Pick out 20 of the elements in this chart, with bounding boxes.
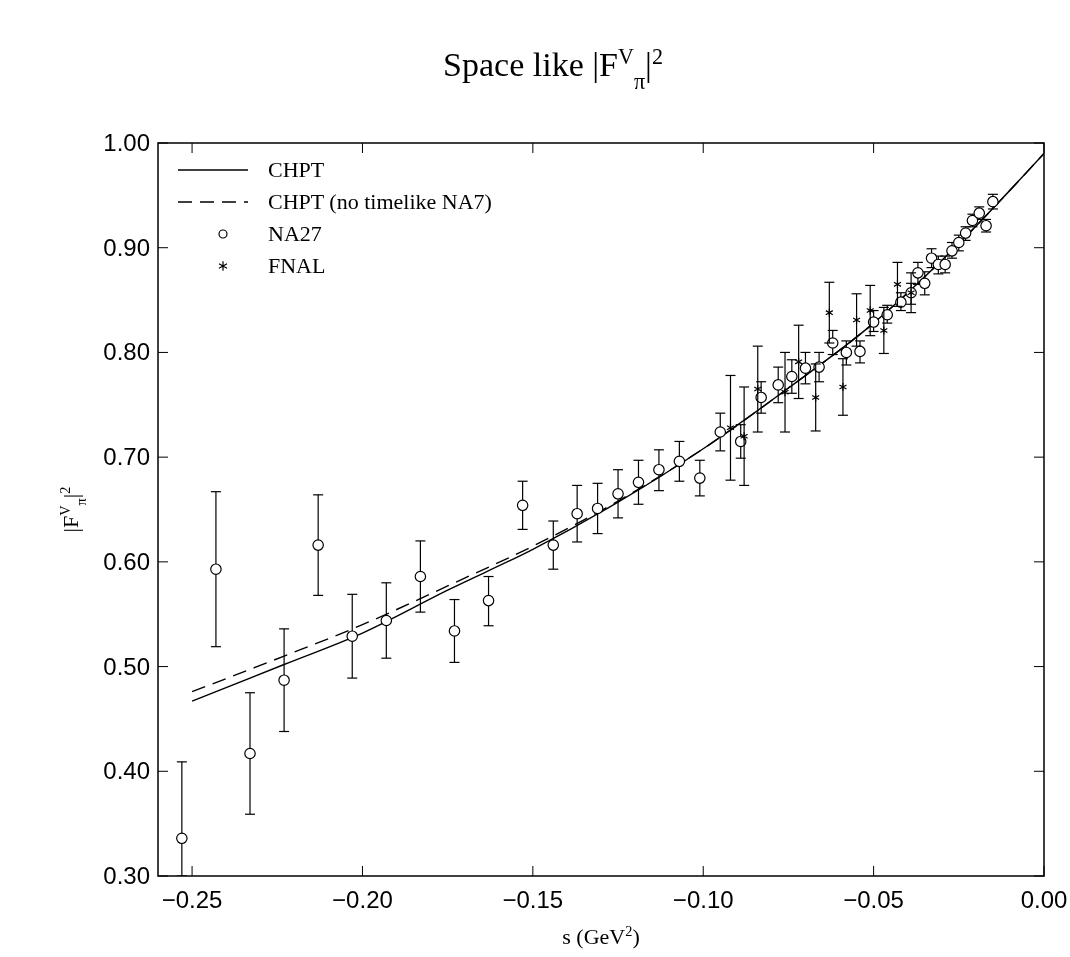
y-tick-label: 0.60 (103, 547, 150, 575)
legend-label: NA27 (268, 221, 322, 246)
y-tick-label: 0.70 (103, 443, 150, 471)
y-tick-label: 0.50 (103, 652, 150, 680)
x-tick-label: −0.05 (843, 886, 904, 913)
chart-title: Space like |F$^{V}$$_{π}$|$^{2}$ (443, 43, 663, 94)
y-tick-label: 0.30 (103, 862, 150, 889)
x-tick-label: −0.25 (161, 886, 223, 913)
y-tick-label: 0.90 (103, 233, 150, 261)
legend-label: FNAL (268, 253, 326, 278)
legend-label: CHPT (268, 157, 325, 182)
x-tick-label: −0.20 (332, 886, 393, 913)
x-tick-label: 0.00 (1020, 886, 1068, 913)
legend-label: CHPT (no timelike NA7) (268, 189, 492, 214)
x-tick-label: −0.10 (672, 886, 734, 913)
x-axis-title: s (GeV$^{2}$) (562, 923, 640, 949)
y-tick-label: 1.00 (103, 129, 150, 156)
x-tick-label: −0.15 (502, 886, 564, 913)
y-tick-label: 0.40 (103, 757, 150, 785)
y-tick-label: 0.80 (103, 338, 150, 366)
